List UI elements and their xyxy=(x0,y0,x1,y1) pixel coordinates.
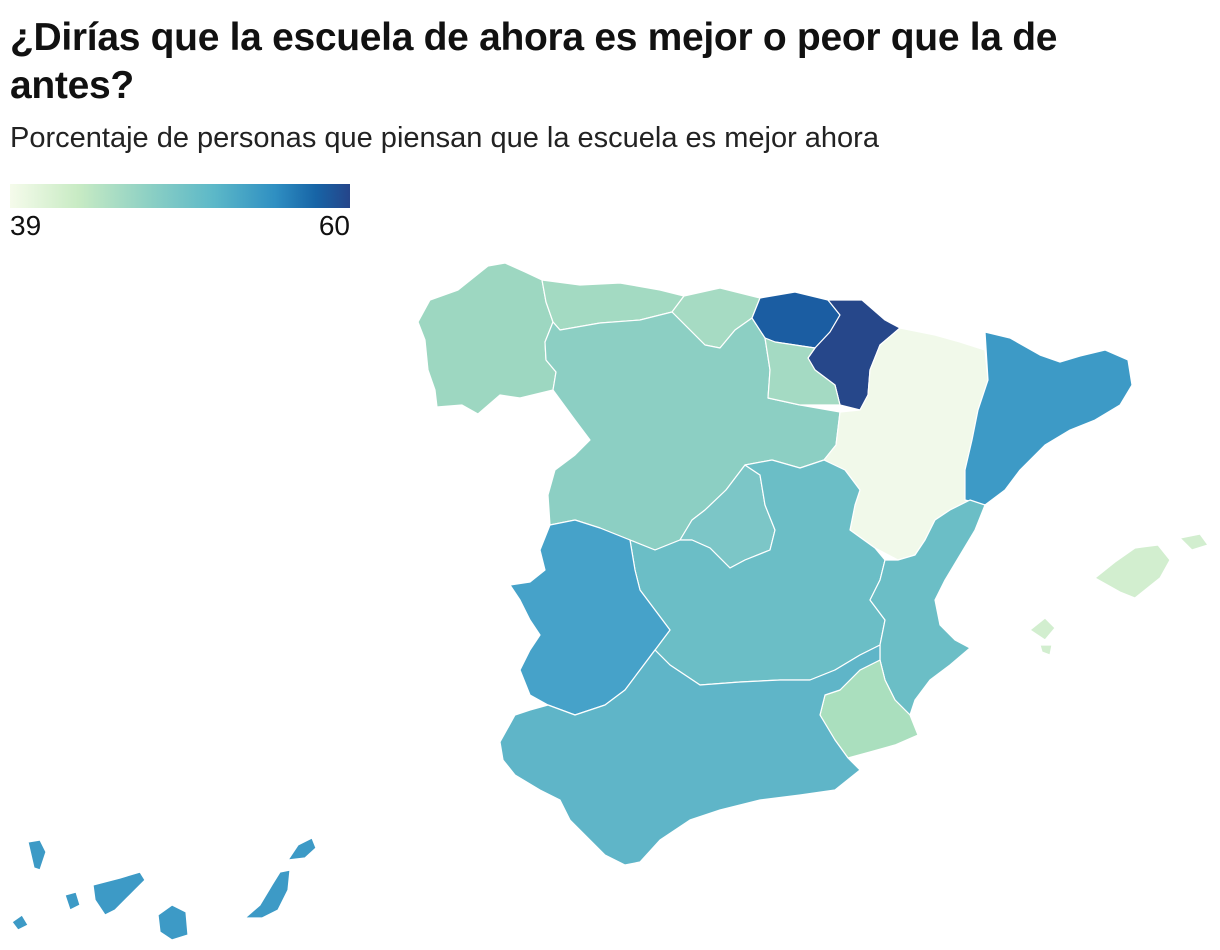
legend-labels: 39 60 xyxy=(10,208,350,241)
legend-max-label: 60 xyxy=(318,210,350,241)
legend-min-label: 39 xyxy=(10,210,42,241)
region-canarias[interactable] xyxy=(11,837,317,941)
region-baleares[interactable] xyxy=(1029,533,1209,656)
chart-title: ¿Dirías que la escuela de ahora es mejor… xyxy=(10,16,1058,107)
region-comunidad-valenciana[interactable] xyxy=(869,499,986,716)
region-cataluna[interactable] xyxy=(964,331,1133,506)
chart-subtitle: Porcentaje de personas que piensan que l… xyxy=(10,122,879,154)
region-la-rioja[interactable] xyxy=(764,337,841,406)
region-galicia[interactable] xyxy=(417,262,557,415)
color-legend: 39 60 xyxy=(10,184,350,241)
region-andalucia[interactable] xyxy=(499,644,881,866)
region-navarra[interactable] xyxy=(807,299,901,411)
legend-gradient-bar xyxy=(10,184,350,208)
